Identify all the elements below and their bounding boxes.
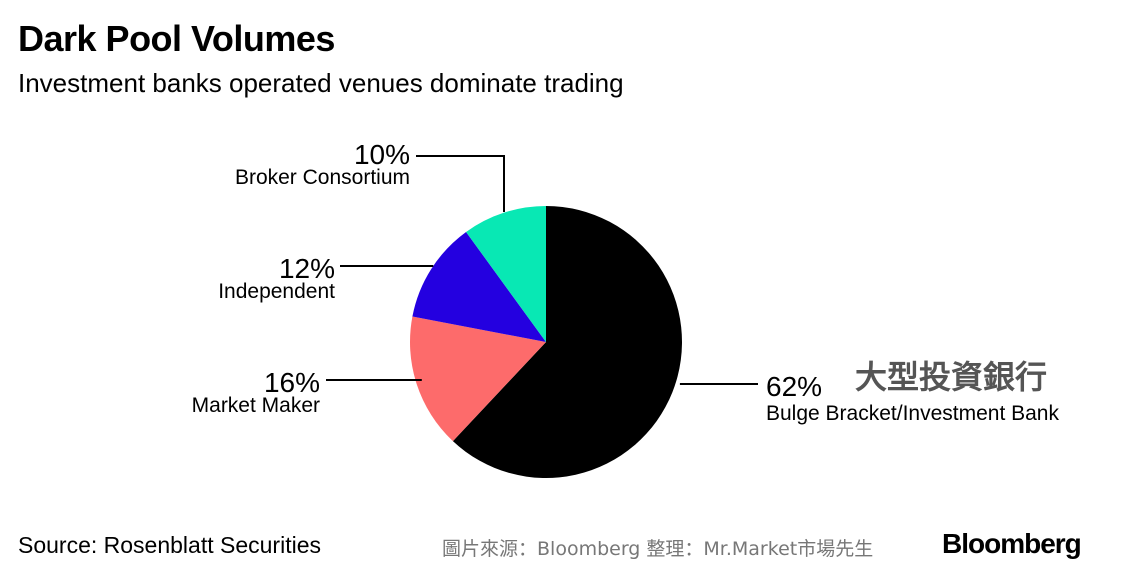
pie-slice-market-maker (410, 316, 546, 442)
leader-line-broker-consortium (416, 155, 505, 212)
bloomberg-logo: Bloomberg (942, 528, 1082, 559)
annotation-label: 大型投資銀行 (855, 359, 1047, 395)
slice-category-label: Market Maker (192, 394, 320, 417)
pie-slice-broker-consortium (466, 206, 546, 342)
source-note: Source: Rosenblatt Securities (18, 532, 321, 558)
slice-value-label: 16% (264, 367, 320, 398)
chart-subtitle: Investment banks operated venues dominat… (18, 68, 624, 98)
slice-value-label: 62% (766, 371, 822, 402)
slice-category-label: Independent (218, 280, 335, 303)
chart-title: Dark Pool Volumes (18, 18, 335, 59)
slice-value-label: 12% (279, 253, 335, 284)
slice-value-label: 10% (354, 139, 410, 170)
slice-category-label: Broker Consortium (235, 166, 410, 189)
slice-category-label: Bulge Bracket/Investment Bank (766, 402, 1059, 425)
image-credit: 圖片來源：Bloomberg 整理：Mr.Market市場先生 (442, 538, 874, 560)
pie-slice-independent (412, 231, 546, 342)
pie-slice-bulge-bracket-investment-bank (452, 206, 682, 479)
